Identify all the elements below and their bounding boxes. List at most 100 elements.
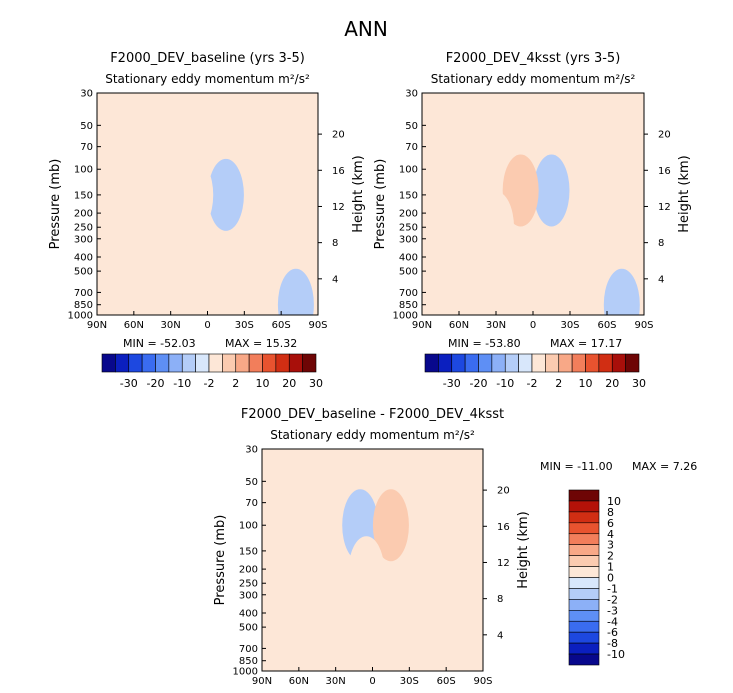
colorbar-label: -2 — [607, 593, 618, 606]
y-tick-label: 250 — [239, 579, 258, 590]
y-tick-label: 100 — [399, 165, 418, 176]
colorbar-swatch — [208, 353, 223, 373]
height-tick-label: 12 — [332, 202, 345, 213]
y-tick-label: 50 — [405, 121, 418, 132]
colorbar-label: 2 — [232, 377, 239, 390]
colorbar-swatch — [424, 353, 439, 373]
colorbar-swatch — [568, 610, 600, 622]
panel-2: F2000_DEV_4ksst (yrs 3-5) Stationary eddy… — [373, 51, 692, 350]
colorbar-swatch — [568, 544, 600, 556]
colorbar-label: 20 — [605, 377, 619, 390]
y-tick-label: 200 — [399, 209, 418, 220]
height-tick-label: 12 — [497, 558, 510, 569]
x-tick-label: 90N — [87, 320, 107, 331]
colorbar-swatch — [235, 353, 250, 373]
colorbar-label: 30 — [309, 377, 323, 390]
height-tick-label: 20 — [497, 486, 510, 497]
colorbar-label: 3 — [607, 539, 614, 552]
y-tick-label: 250 — [399, 223, 418, 234]
y-axis-label: Pressure (mb) — [213, 515, 228, 606]
height-tick-label: 4 — [332, 274, 338, 285]
colorbar-swatch — [478, 353, 493, 373]
colorbar-swatch — [545, 353, 560, 373]
height-tick-label: 20 — [658, 130, 671, 141]
colorbar-swatch — [568, 511, 600, 524]
colorbar-swatch — [248, 353, 263, 373]
x-tick-label: 90N — [252, 676, 272, 687]
colorbar-swatch — [568, 588, 600, 600]
colorbar-swatch — [568, 577, 600, 589]
colorbar-swatch — [611, 353, 626, 373]
y-tick-label: 300 — [74, 234, 93, 245]
height-axis-label: Height (km) — [516, 511, 531, 588]
contour-level — [478, 191, 514, 264]
y-tick-label: 30 — [405, 89, 418, 100]
panel-subtitle-text: Stationary eddy momentum — [431, 72, 604, 86]
colorbar-swatch — [128, 353, 143, 373]
panel-subtitle: Stationary eddy momentum m²/s² — [105, 72, 310, 86]
colorbar-label: 8 — [607, 506, 614, 519]
y-tick-label: 700 — [74, 288, 93, 299]
colorbar-label: -30 — [443, 377, 461, 390]
contour-level — [207, 158, 244, 231]
colorbar-swatch — [464, 353, 479, 373]
panel-3: F2000_DEV_baseline - F2000_DEV_4ksst Stat… — [213, 407, 697, 687]
y-tick-label: 700 — [239, 644, 258, 655]
colorbar-swatch — [275, 353, 290, 373]
colorbar-swatch — [451, 353, 466, 373]
panel-subtitle-text: Stationary eddy momentum — [270, 428, 443, 442]
height-tick-label: 16 — [332, 166, 345, 177]
contour-level — [372, 489, 409, 562]
colorbar-swatch — [168, 353, 183, 373]
contour-level — [277, 268, 314, 315]
max-label: MAX = 7.26 — [632, 460, 697, 473]
colorbar-swatch — [288, 353, 303, 373]
panel-title: F2000_DEV_baseline - F2000_DEV_4ksst — [241, 407, 504, 422]
y-tick-label: 50 — [245, 477, 258, 488]
y-tick-label: 150 — [399, 190, 418, 201]
colorbar-swatch — [568, 599, 600, 611]
x-tick-label: 90S — [308, 320, 327, 331]
colorbar-swatch — [195, 353, 210, 373]
height-tick-label: 8 — [497, 594, 503, 605]
y-tick-label: 400 — [239, 608, 258, 619]
contour-field — [152, 158, 314, 315]
colorbar-swatch — [568, 489, 600, 502]
y-tick-label: 700 — [399, 288, 418, 299]
contour-level — [348, 536, 385, 609]
y-tick-label: 70 — [80, 142, 93, 153]
panel-units: m²/s² — [278, 72, 310, 86]
colorbar-swatch — [568, 631, 600, 644]
x-tick-label: 60S — [272, 320, 291, 331]
contour-level — [502, 154, 539, 227]
height-tick-label: 4 — [658, 274, 664, 285]
x-tick-label: 60N — [124, 320, 144, 331]
colorbar-swatch — [155, 353, 170, 373]
height-tick-label: 16 — [658, 166, 671, 177]
height-tick-label: 4 — [497, 630, 503, 641]
height-tick-label: 12 — [658, 202, 671, 213]
contour-level — [152, 191, 189, 264]
colorbar-swatch — [625, 353, 640, 373]
colorbar-label: 2 — [607, 550, 614, 563]
colorbar-swatch — [568, 522, 600, 535]
y-tick-label: 200 — [239, 565, 258, 576]
y-tick-label: 300 — [399, 234, 418, 245]
x-tick-label: 30N — [486, 320, 506, 331]
y-axis-label: Pressure (mb) — [48, 159, 63, 250]
colorbar-label: 1 — [607, 561, 614, 574]
colorbar-swatch — [438, 353, 453, 373]
y-tick-label: 100 — [239, 521, 258, 532]
colorbar-label: 10 — [256, 377, 270, 390]
colorbar-label: 6 — [607, 517, 614, 530]
y-tick-label: 500 — [74, 267, 93, 278]
colorbar-swatch — [141, 353, 156, 373]
panel-units: m²/s² — [443, 428, 475, 442]
x-tick-label: 0 — [204, 320, 210, 331]
colorbar-label: -2 — [527, 377, 538, 390]
colorbar-label: 4 — [607, 528, 614, 541]
contour-field — [268, 449, 409, 609]
colorbar-label: 0 — [607, 572, 614, 585]
panel-title: F2000_DEV_4ksst (yrs 3-5) — [446, 51, 621, 66]
